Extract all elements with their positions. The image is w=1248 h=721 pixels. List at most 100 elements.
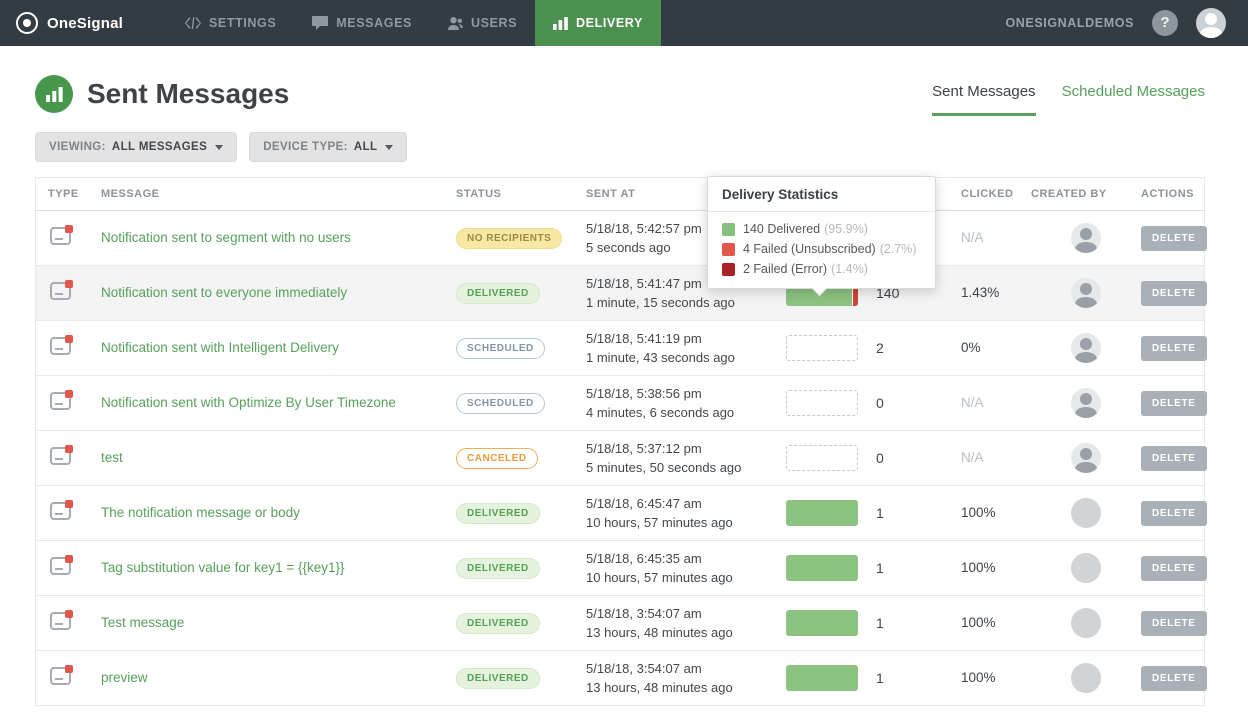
delete-button[interactable]: DELETE (1141, 665, 1207, 691)
table-row: Notification sent to everyone immediatel… (36, 266, 1207, 321)
failed-error-swatch-icon (722, 262, 735, 276)
sent-at-relative: 10 hours, 57 minutes ago (586, 515, 733, 530)
message-link[interactable]: Notification sent with Intelligent Deliv… (101, 340, 339, 355)
table-row: Tag substitution value for key1 = {{key1… (36, 541, 1207, 596)
clicked-cell: 100% (961, 614, 1031, 632)
users-icon (447, 16, 463, 30)
sent-at-relative: 10 hours, 57 minutes ago (586, 570, 733, 585)
column-actions: ACTIONS (1141, 188, 1194, 200)
clicked-rate: 0% (961, 340, 981, 355)
delete-button[interactable]: DELETE (1141, 225, 1207, 251)
delete-button[interactable]: DELETE (1141, 555, 1207, 581)
table-row: Test message DELIVERED 5/18/18, 3:54:07 … (36, 596, 1207, 651)
message-link[interactable]: test (101, 450, 123, 465)
help-icon[interactable]: ? (1152, 10, 1178, 36)
actions-cell: DELETE (1141, 665, 1207, 691)
status-badge: CANCELED (456, 447, 538, 469)
nav-item-label: USERS (470, 16, 518, 30)
message-cell: Tag substitution value for key1 = {{key1… (101, 559, 456, 577)
device-type-filter-dropdown[interactable]: DEVICE TYPE: ALL (249, 132, 408, 162)
delete-button[interactable]: DELETE (1141, 500, 1207, 526)
clicked-rate: 100% (961, 670, 996, 685)
nav-item-messages[interactable]: MESSAGES (294, 0, 430, 46)
delivered-cell: 1 (786, 500, 961, 526)
sent-messages-icon (35, 75, 73, 113)
message-link[interactable]: Notification sent to everyone immediatel… (101, 285, 348, 300)
type-cell (36, 389, 101, 415)
status-badge: SCHEDULED (456, 337, 545, 359)
clicked-rate: N/A (961, 450, 984, 465)
table-row: Notification sent to segment with no use… (36, 211, 1207, 266)
legend-pct: (95.9%) (824, 222, 868, 236)
message-link[interactable]: Tag substitution value for key1 = {{key1… (101, 560, 345, 575)
nav-item-settings[interactable]: SETTINGS (167, 0, 294, 46)
delete-button[interactable]: DELETE (1141, 445, 1207, 471)
device-type-filter-label: DEVICE TYPE: (263, 141, 348, 153)
creator-avatar (1071, 333, 1101, 363)
legend-failed-error: 2 Failed (Error) (1.4%) (722, 262, 921, 276)
sent-at-cell: 5/18/18, 3:54:07 am 13 hours, 48 minutes… (586, 604, 786, 642)
sent-at-date: 5/18/18, 3:54:07 am (586, 661, 702, 676)
delivery-bar[interactable] (786, 665, 858, 691)
created-by-cell (1031, 388, 1141, 418)
message-link[interactable]: Notification sent to segment with no use… (101, 230, 351, 245)
message-cell: Notification sent with Intelligent Deliv… (101, 339, 456, 357)
delivery-bar[interactable] (786, 555, 858, 581)
nav-item-label: DELIVERY (576, 16, 643, 30)
delivered-count: 1 (876, 670, 884, 686)
tab-sent-messages[interactable]: Sent Messages (932, 83, 1036, 116)
nav-right: ONESIGNALDEMOS ? (1005, 0, 1248, 46)
delete-button[interactable]: DELETE (1141, 335, 1207, 361)
viewing-filter-value: ALL MESSAGES (111, 141, 208, 153)
creator-avatar (1071, 278, 1101, 308)
message-link[interactable]: Notification sent with Optimize By User … (101, 395, 396, 410)
onesignal-logo[interactable]: OneSignal (0, 0, 139, 46)
table-row: test CANCELED 5/18/18, 5:37:12 pm 5 minu… (36, 431, 1207, 486)
column-status: STATUS (456, 188, 502, 200)
column-type: TYPE (48, 188, 79, 200)
message-cell: Notification sent to everyone immediatel… (101, 284, 456, 302)
status-cell: CANCELED (456, 447, 586, 469)
notification-type-icon (50, 664, 73, 685)
nav-item-users[interactable]: USERS (430, 0, 535, 46)
delivery-bar[interactable] (786, 500, 858, 526)
status-cell: DELIVERED (456, 502, 586, 524)
delivery-bar[interactable] (786, 610, 858, 636)
column-message: MESSAGE (101, 188, 160, 200)
delete-button[interactable]: DELETE (1141, 280, 1207, 306)
account-name[interactable]: ONESIGNALDEMOS (1005, 16, 1134, 30)
type-cell (36, 499, 101, 525)
message-cell: preview (101, 669, 456, 687)
sent-at-relative: 5 seconds ago (586, 240, 671, 255)
message-icon (312, 16, 329, 30)
actions-cell: DELETE (1141, 500, 1207, 526)
delivery-bar[interactable] (786, 335, 858, 361)
delete-button[interactable]: DELETE (1141, 390, 1207, 416)
user-avatar[interactable] (1196, 8, 1226, 38)
clicked-cell: 100% (961, 559, 1031, 577)
type-cell (36, 609, 101, 635)
chevron-down-icon (385, 144, 394, 150)
code-icon (184, 17, 201, 29)
message-link[interactable]: preview (101, 670, 148, 685)
delivery-bar[interactable] (786, 445, 858, 471)
creator-avatar (1071, 223, 1101, 253)
nav-item-delivery[interactable]: DELIVERY (535, 0, 661, 46)
delivery-bar[interactable] (786, 390, 858, 416)
status-cell: SCHEDULED (456, 337, 586, 359)
brand-name: OneSignal (47, 14, 123, 32)
sent-at-date: 5/18/18, 5:38:56 pm (586, 386, 702, 401)
clicked-rate: 100% (961, 615, 996, 630)
message-link[interactable]: The notification message or body (101, 505, 300, 520)
delete-button[interactable]: DELETE (1141, 610, 1207, 636)
viewing-filter-dropdown[interactable]: VIEWING: ALL MESSAGES (35, 132, 238, 162)
legend-failed-unsubscribed: 4 Failed (Unsubscribed) (2.7%) (722, 242, 921, 256)
message-link[interactable]: Test message (101, 615, 185, 630)
clicked-rate: 100% (961, 505, 996, 520)
sent-at-cell: 5/18/18, 5:41:19 pm 1 minute, 43 seconds… (586, 329, 786, 367)
sent-at-date: 5/18/18, 6:45:35 am (586, 551, 702, 566)
clicked-cell: 0% (961, 339, 1031, 357)
nav-item-label: MESSAGES (336, 16, 412, 30)
tab-scheduled-messages[interactable]: Scheduled Messages (1061, 83, 1205, 100)
sent-at-cell: 5/18/18, 6:45:35 am 10 hours, 57 minutes… (586, 549, 786, 587)
